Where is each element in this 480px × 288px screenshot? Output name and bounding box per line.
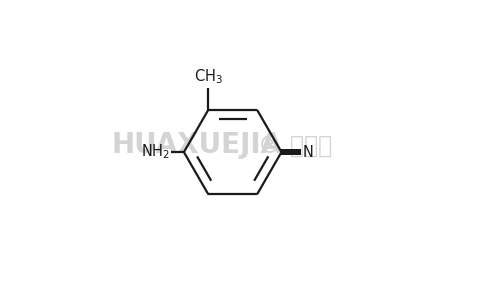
Text: ® 化学加: ® 化学加 <box>258 133 332 158</box>
Text: CH$_3$: CH$_3$ <box>194 67 223 86</box>
Text: NH$_2$: NH$_2$ <box>141 143 169 162</box>
Text: N: N <box>303 145 313 160</box>
Text: HUAXUEJIA: HUAXUEJIA <box>112 131 283 160</box>
